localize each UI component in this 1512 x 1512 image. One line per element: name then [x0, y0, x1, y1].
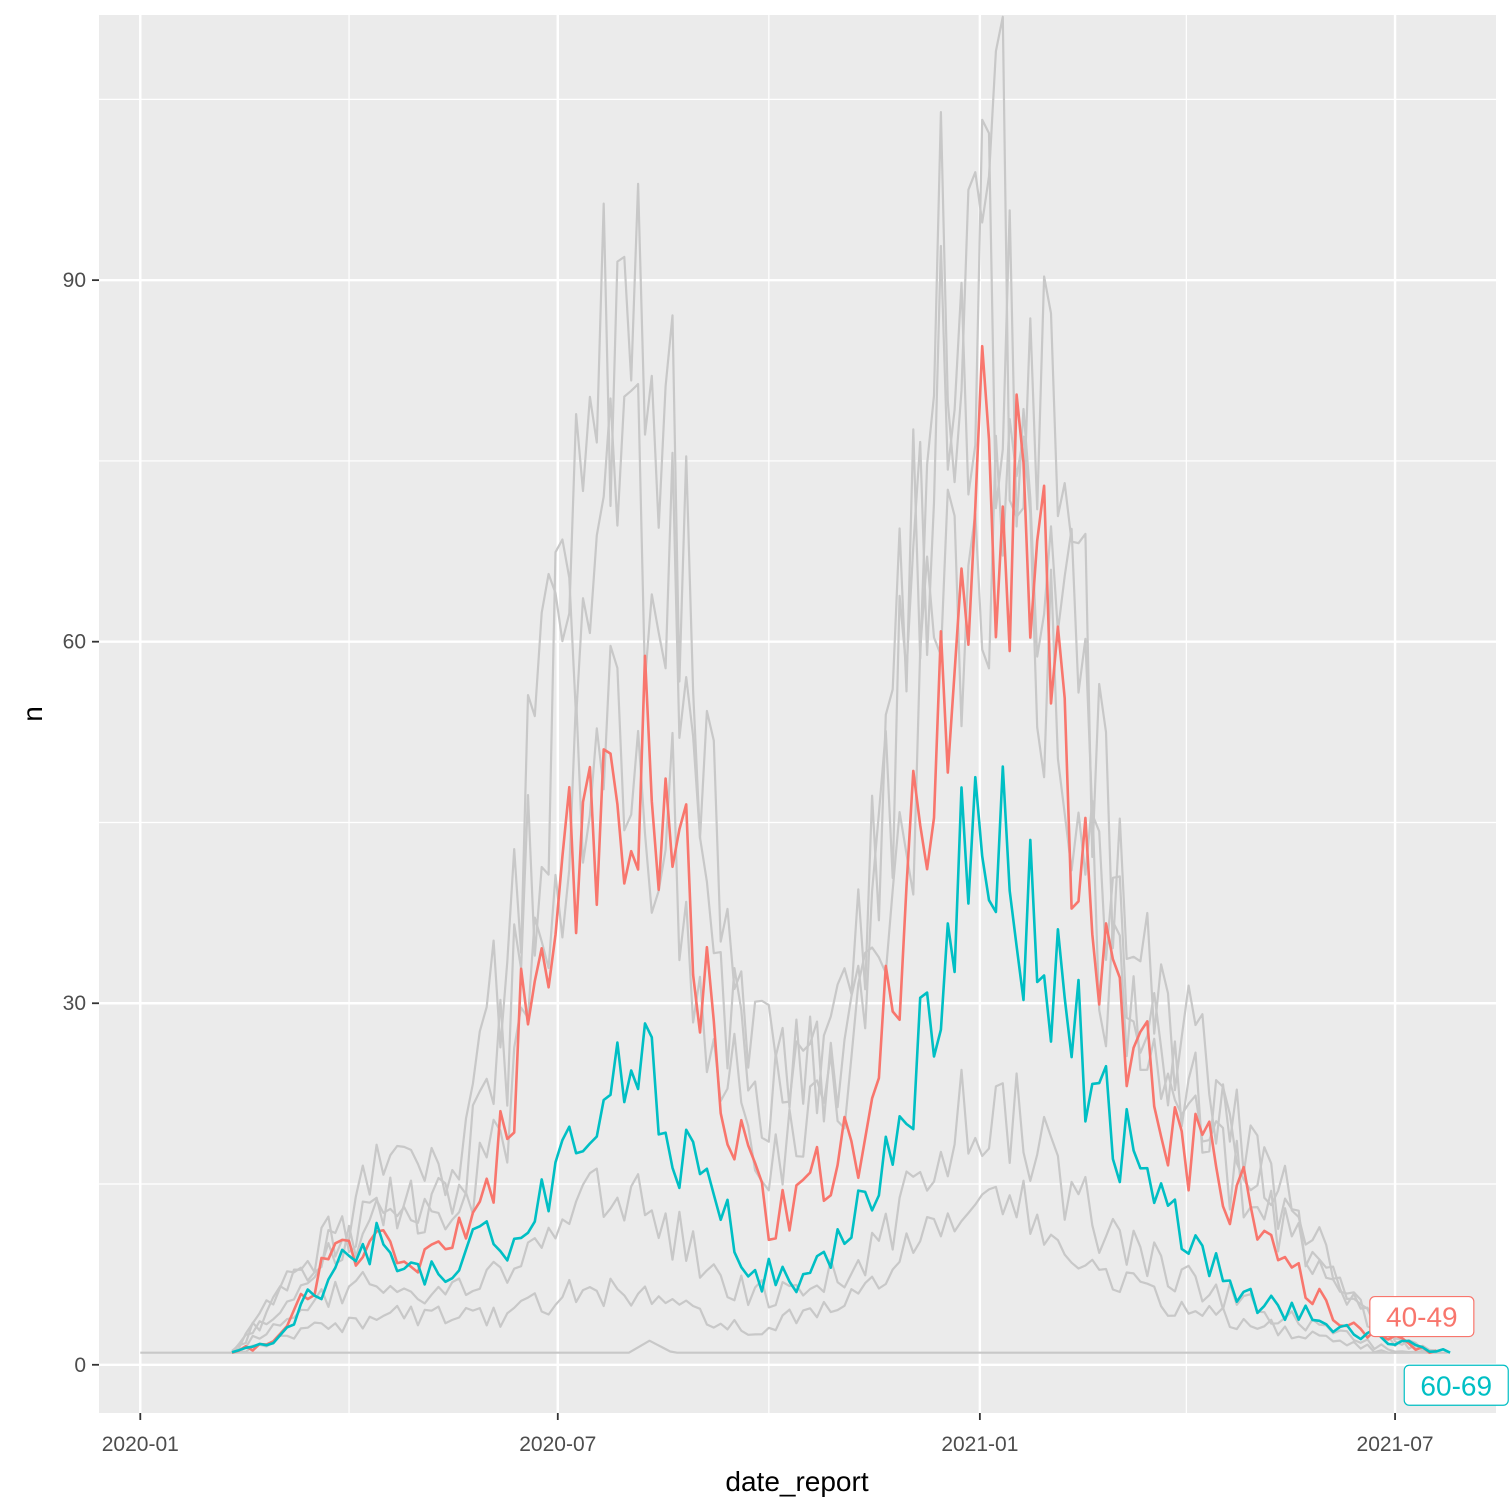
series-line-40-49 — [231, 344, 1437, 1354]
y-tick-label-1: 30 — [63, 992, 86, 1015]
x-tick-label-3: 2021-07 — [1357, 1433, 1434, 1456]
x-axis: 2020-01 2020-07 2021-01 2021-07 — [102, 1413, 1434, 1456]
series-label-40-49: 40-49 — [1386, 1302, 1458, 1333]
series-label-60-69: 60-69 — [1420, 1370, 1492, 1401]
y-tick-label-2: 60 — [63, 631, 86, 654]
x-tick-label-2: 2021-01 — [941, 1433, 1018, 1456]
background-series-line-2 — [231, 418, 1437, 1354]
plot-panel — [99, 15, 1496, 1413]
x-tick-label-1: 2020-07 — [519, 1433, 596, 1456]
background-series-line-4 — [231, 1179, 1437, 1354]
y-tick-label-3: 90 — [63, 269, 86, 292]
series-label-group: 40-49 60-69 — [1369, 1295, 1509, 1406]
x-axis-title: date_report — [725, 1466, 868, 1497]
y-axis-title: n — [17, 706, 48, 722]
highlighted-series-group — [231, 344, 1451, 1354]
background-series-line-5 — [140, 1339, 1448, 1354]
series-line-60-69 — [231, 765, 1451, 1354]
x-tick-label-0: 2020-01 — [102, 1433, 179, 1456]
y-tick-label-0: 0 — [74, 1354, 86, 1377]
y-axis: 0 30 60 90 — [63, 269, 99, 1377]
series-label-box-40-49 — [1369, 1295, 1475, 1338]
background-series-line-0 — [231, 15, 1437, 1352]
grid-major — [99, 15, 1496, 1413]
series-label-box-60-69 — [1403, 1364, 1509, 1406]
